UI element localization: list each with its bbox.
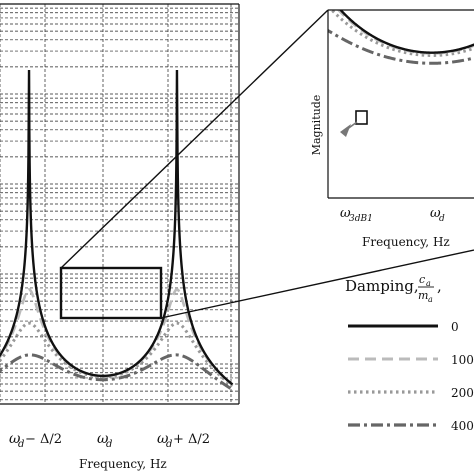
legend-title: Damping, c a m a , <box>345 273 442 304</box>
svg-text:Damping,: Damping, <box>345 277 419 295</box>
zoom-arrow-shaft <box>345 121 358 131</box>
svg-text:ω: ω <box>97 431 109 447</box>
zoom-arrow-head <box>340 124 351 137</box>
main-x-tick-1: ωd <box>97 431 112 450</box>
zoom-x-tick-0: ω 3dB1 <box>340 206 373 224</box>
main-x-tick-0: ωd − Δ/2 <box>9 431 62 450</box>
svg-text:ω: ω <box>340 206 351 221</box>
main-curves <box>0 69 234 391</box>
svg-text:,: , <box>437 277 442 295</box>
svg-text:ω: ω <box>430 206 441 221</box>
legend: Damping, c a m a , 0 100 200 400 <box>345 273 474 433</box>
series-line-400 <box>0 353 234 391</box>
svg-text:a: a <box>426 279 431 288</box>
zoom-x-tick-1: ω d <box>430 206 445 224</box>
svg-text:d: d <box>106 439 112 450</box>
zoom-series-line-400 <box>328 28 474 65</box>
svg-text:+ Δ/2: + Δ/2 <box>173 432 210 447</box>
svg-text:3dB1: 3dB1 <box>349 214 373 224</box>
svg-text:400: 400 <box>451 419 474 433</box>
svg-text:ω: ω <box>157 431 169 447</box>
svg-text:− Δ/2: − Δ/2 <box>25 432 62 447</box>
main-x-tick-2: ωd + Δ/2 <box>157 431 210 450</box>
zoom-x-axis-label: Frequency, Hz <box>362 235 450 249</box>
zoom-connector-bottom <box>160 249 474 319</box>
svg-text:100: 100 <box>451 353 474 367</box>
legend-item-2: 200 <box>348 386 474 400</box>
zoom-connector-top <box>60 9 329 269</box>
svg-text:d: d <box>439 214 445 224</box>
zoom-3db-box <box>355 110 368 125</box>
legend-item-1: 100 <box>348 353 474 367</box>
svg-text:200: 200 <box>451 386 474 400</box>
main-x-axis-label: Frequency, Hz <box>79 457 167 471</box>
series-line-0 <box>0 69 234 386</box>
zoom-plot: Magnitude ω 3dB1 ω d Frequency, Hz <box>310 9 474 249</box>
zoom-series-line-200 <box>329 10 474 57</box>
zoom-y-axis-label: Magnitude <box>310 95 323 156</box>
svg-text:c: c <box>419 273 425 286</box>
svg-text:d: d <box>18 439 24 450</box>
main-grid <box>0 4 239 404</box>
svg-text:0: 0 <box>451 320 459 334</box>
legend-item-0: 0 <box>348 320 459 334</box>
zoom-series-line-0 <box>339 10 474 54</box>
main-plot: ωd − Δ/2 ωd ωd + Δ/2 Frequency, Hz <box>0 3 240 471</box>
zoom-curves <box>328 10 474 65</box>
zoom-region-box <box>59 266 163 320</box>
main-x-ticks: ωd − Δ/2 ωd ωd + Δ/2 <box>9 431 210 450</box>
svg-text:d: d <box>166 439 172 450</box>
svg-text:ω: ω <box>9 431 21 447</box>
svg-text:a: a <box>428 295 433 304</box>
svg-text:m: m <box>418 289 428 302</box>
legend-item-3: 400 <box>348 419 474 433</box>
